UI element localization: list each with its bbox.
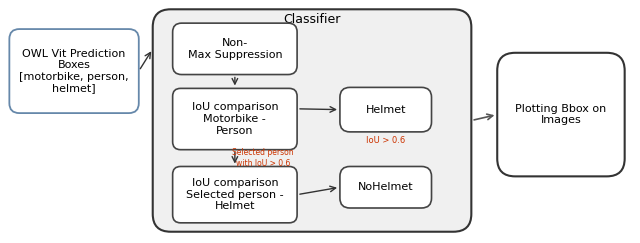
Text: IoU comparison
Motorbike -
Person: IoU comparison Motorbike - Person [191,103,278,136]
Text: NoHelmet: NoHelmet [358,182,413,192]
FancyBboxPatch shape [173,166,297,223]
FancyBboxPatch shape [10,29,139,113]
Text: Non-
Max Suppression: Non- Max Suppression [188,38,282,60]
Text: Classifier: Classifier [284,13,340,26]
Text: IoU comparison
Selected person -
Helmet: IoU comparison Selected person - Helmet [186,178,284,211]
Text: Selected person
with IoU > 0.6: Selected person with IoU > 0.6 [232,148,294,168]
Text: Helmet: Helmet [365,105,406,115]
FancyBboxPatch shape [340,166,431,208]
Text: OWL Vit Prediction
Boxes
[motorbike, person,
helmet]: OWL Vit Prediction Boxes [motorbike, per… [19,49,129,94]
FancyBboxPatch shape [497,53,625,176]
FancyBboxPatch shape [340,87,431,132]
Text: Plotting Bbox on
Images: Plotting Bbox on Images [515,104,607,125]
FancyBboxPatch shape [173,23,297,75]
Text: IoU > 0.6: IoU > 0.6 [366,136,405,145]
FancyBboxPatch shape [173,88,297,150]
FancyBboxPatch shape [153,9,471,232]
